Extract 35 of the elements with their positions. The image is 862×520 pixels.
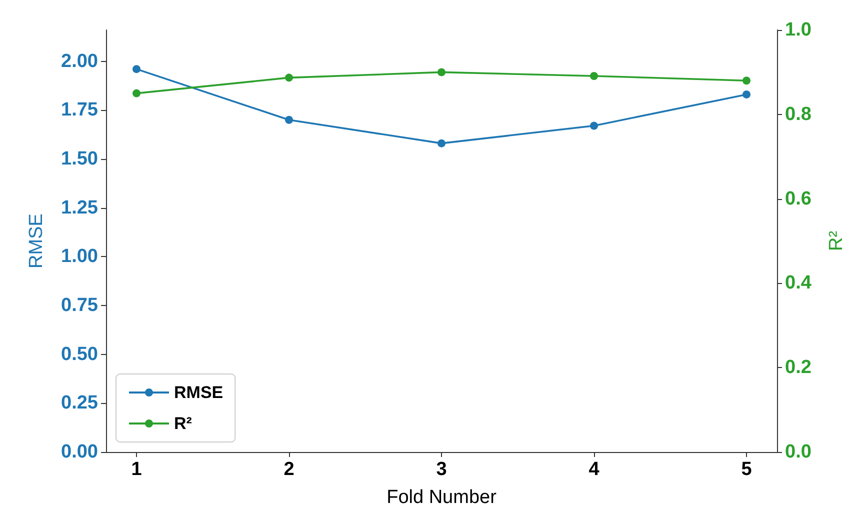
point xyxy=(438,68,446,76)
y-tick-label: 2.00 xyxy=(61,50,98,72)
y-tick-label: 0.00 xyxy=(61,442,98,462)
y-tick-label: 0.50 xyxy=(61,344,98,365)
y2-tick-label: 0.6 xyxy=(785,188,812,210)
x-tick-label: 1 xyxy=(131,459,142,480)
y2-tick-label: 0.0 xyxy=(785,442,812,462)
y-tick-label: 1.75 xyxy=(61,100,98,121)
point xyxy=(742,76,750,85)
point xyxy=(285,116,293,124)
legend-label: R² xyxy=(174,414,192,433)
point xyxy=(590,122,598,130)
point xyxy=(438,139,446,148)
point xyxy=(590,72,598,80)
x-tick-label: 4 xyxy=(588,459,600,480)
y2-tick-label: 0.2 xyxy=(785,357,812,378)
point xyxy=(742,90,750,98)
y2-tick-label: 0.8 xyxy=(785,104,812,125)
y-axis-title: RMSE xyxy=(26,214,47,268)
x-tick-label: 5 xyxy=(741,459,752,480)
y2-tick-label: 0.4 xyxy=(785,272,812,294)
point xyxy=(285,74,293,82)
y-tick-label: 0.25 xyxy=(61,392,98,414)
y-tick-label: 1.00 xyxy=(61,246,98,268)
y-tick-label: 1.50 xyxy=(61,148,98,170)
y2-tick-label: 1.0 xyxy=(785,20,812,40)
x-tick-label: 2 xyxy=(284,459,294,480)
x-tick-label: 3 xyxy=(436,459,447,480)
x-axis-title: Fold Number xyxy=(386,487,498,508)
point xyxy=(132,65,140,74)
y-tick-label: 1.25 xyxy=(61,197,98,218)
y2-axis-title: R² xyxy=(826,230,847,252)
legend-label: RMSE xyxy=(174,383,224,402)
point xyxy=(132,89,140,98)
y-tick-label: 0.75 xyxy=(61,294,98,316)
